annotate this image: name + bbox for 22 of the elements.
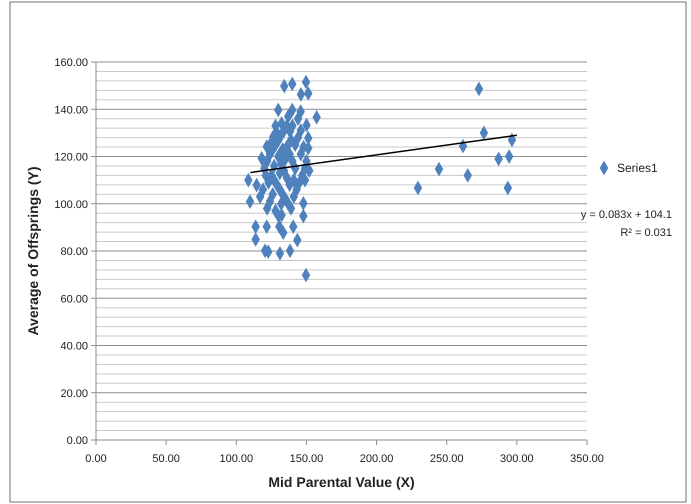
y-tick-label: 140.00 [54, 104, 88, 116]
annotation: y = 0.083x + 104.1 [580, 209, 672, 221]
y-tick-label: 40.00 [60, 340, 88, 352]
x-axis-title: Mid Parental Value (X) [268, 474, 415, 490]
y-tick-label: 80.00 [60, 246, 88, 258]
y-tick-label: 0.00 [66, 435, 88, 447]
x-tick-label: 100.00 [219, 453, 254, 465]
x-tick-label: 150.00 [290, 453, 324, 465]
x-tick-label: 200.00 [360, 453, 394, 465]
x-tick-label: 300.00 [500, 453, 534, 465]
x-tick-label: 250.00 [430, 453, 464, 465]
y-tick-label: 20.00 [60, 388, 88, 400]
x-tick-label: 350.00 [570, 453, 604, 465]
legend-label: Series1 [617, 161, 658, 175]
x-tick-label: 0.00 [85, 453, 107, 465]
y-tick-label: 120.00 [54, 152, 88, 164]
y-tick-label: 160.00 [54, 57, 88, 69]
x-tick-label: 50.00 [152, 453, 180, 465]
y-tick-label: 100.00 [54, 198, 88, 211]
text: R² = 0.031 [620, 227, 672, 239]
y-tick-label: 60.00 [60, 293, 88, 306]
y-axis-title: Average of Offsprings (Y) [25, 166, 41, 336]
